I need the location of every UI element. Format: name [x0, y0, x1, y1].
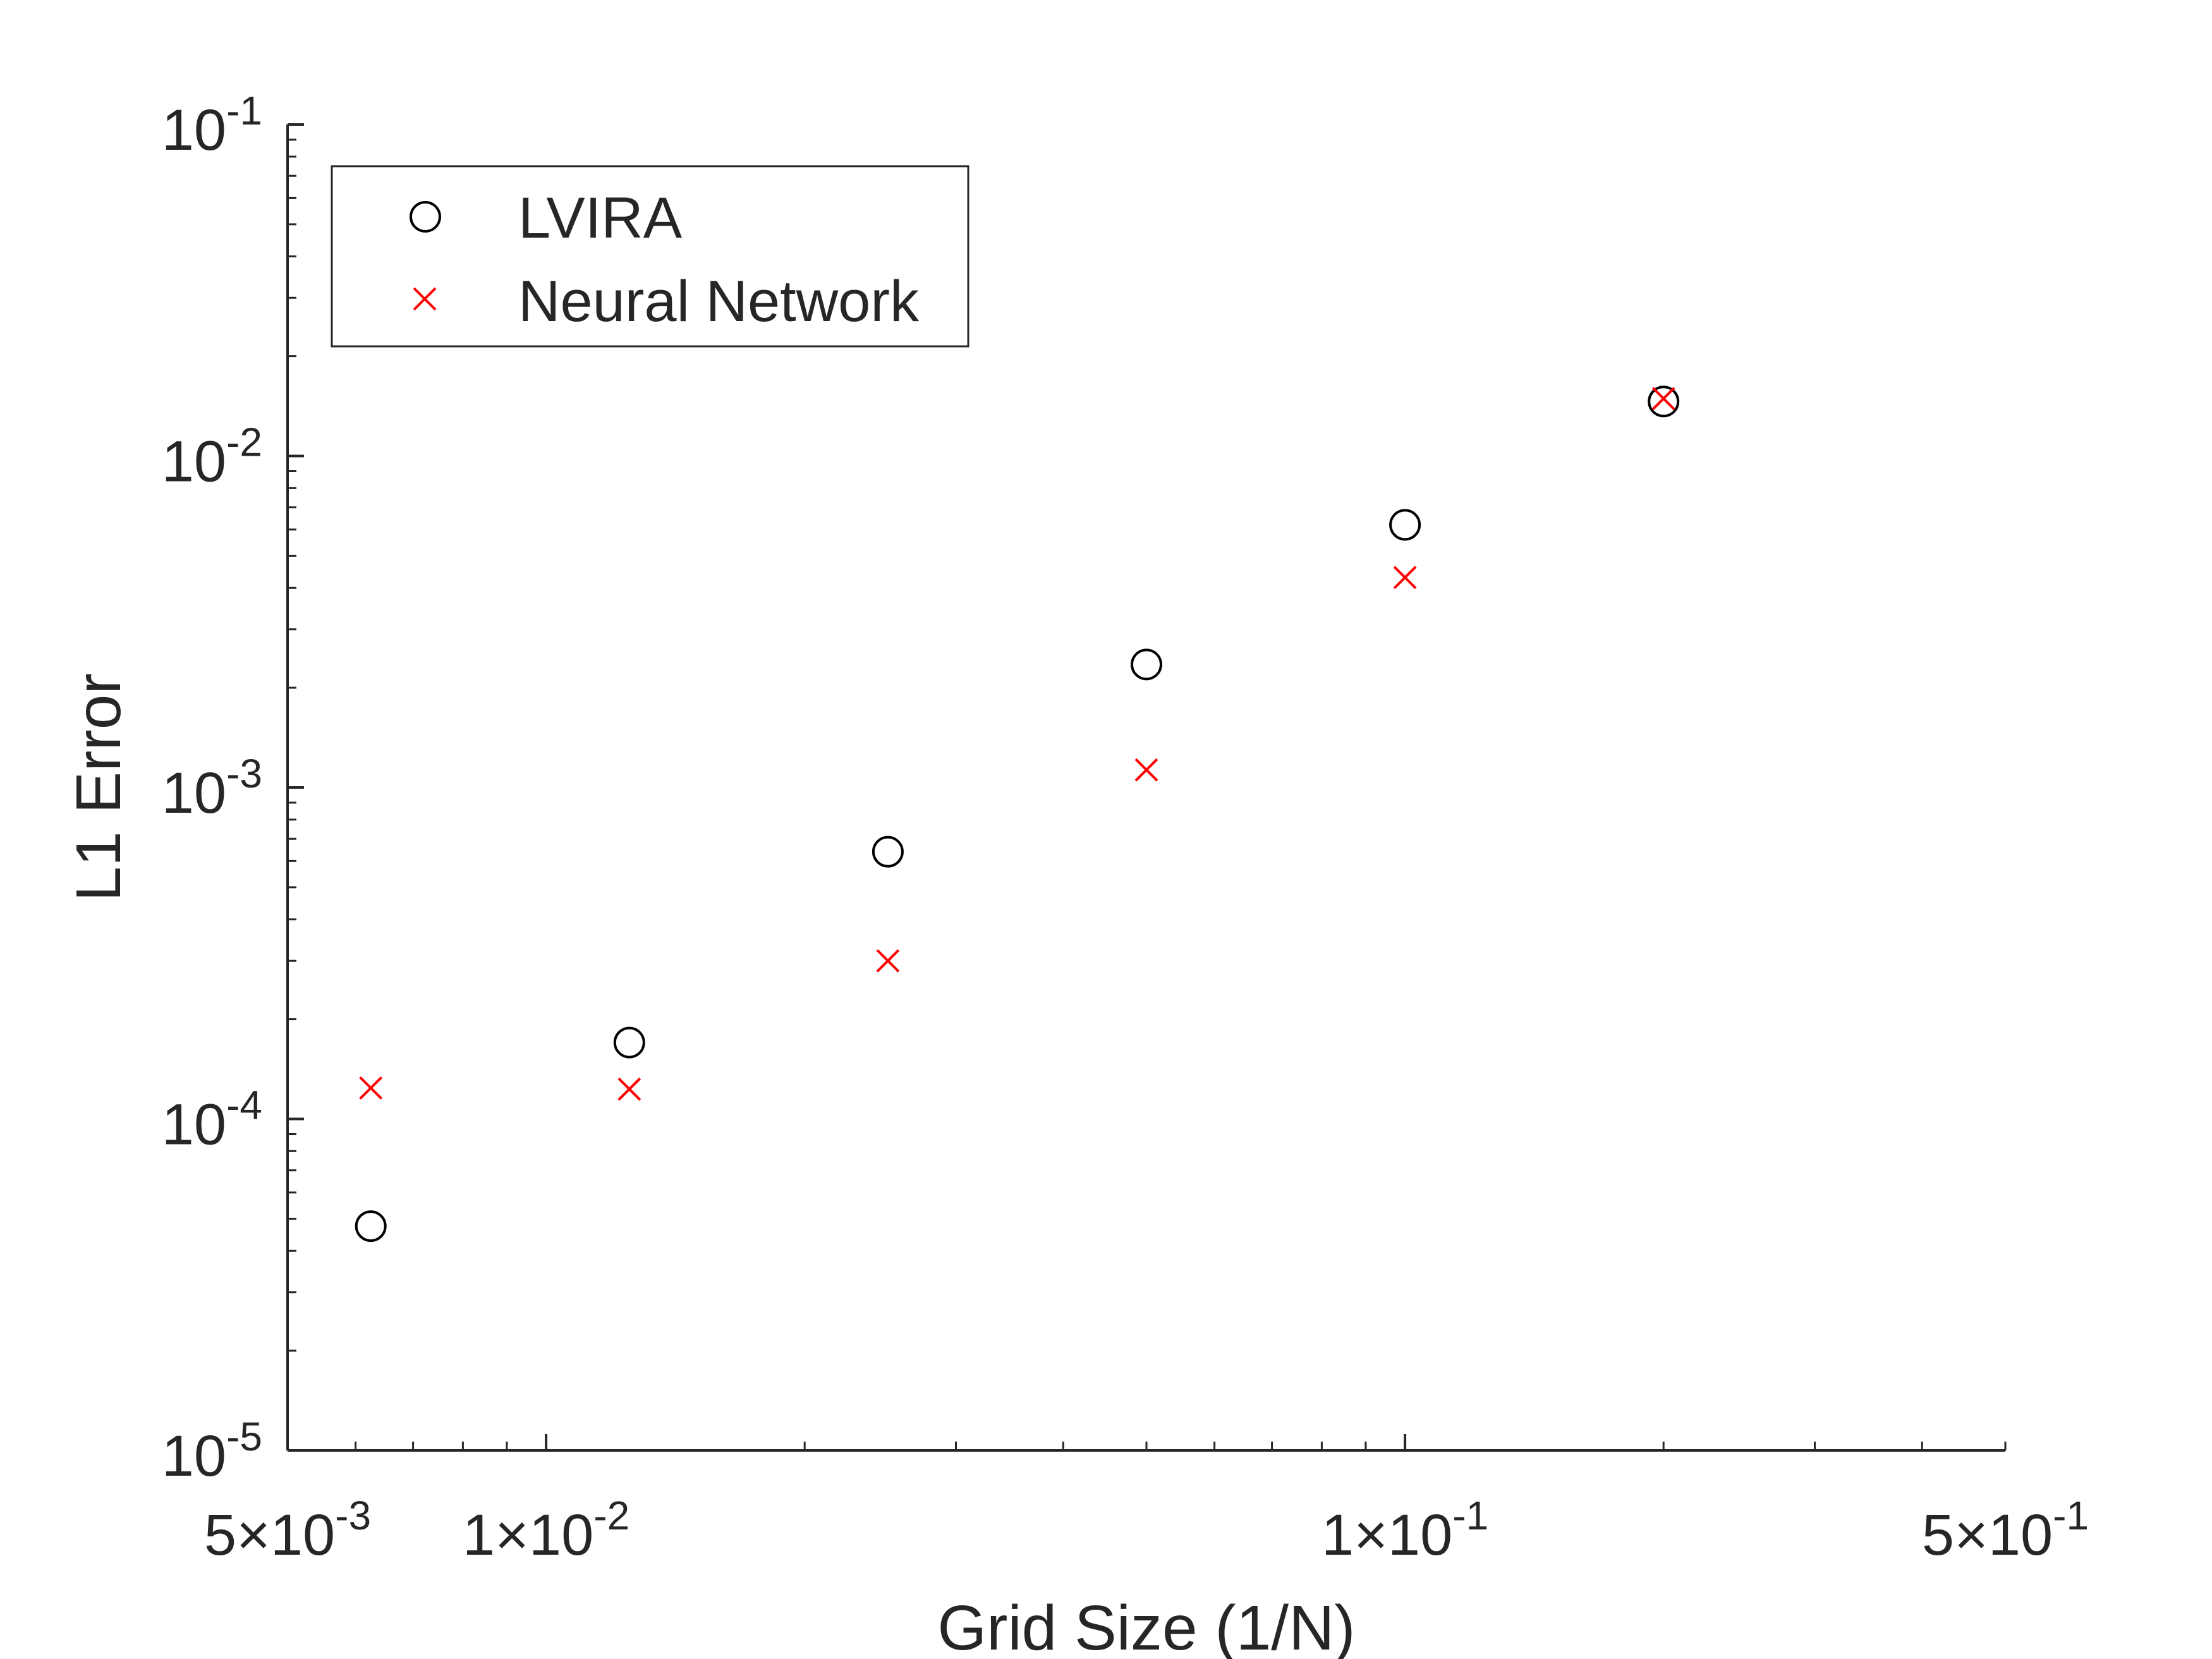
axis-tick-labels: 10-5 10-4 10-3 10-2 10-1 5×10-3 1×10-2 1×10-1 5×… [162, 88, 2089, 1567]
neural-network-point [1393, 566, 1417, 590]
lvira-point [1389, 509, 1421, 541]
lvira-point [613, 1026, 645, 1059]
legend-marker-lvira [410, 201, 441, 233]
axis-ticks [286, 123, 2007, 1452]
y-tick-label: 10-1 [162, 88, 262, 162]
lvira-point [355, 1210, 387, 1243]
neural-network-point [876, 949, 900, 973]
y-axis-title: L1 Error [63, 673, 134, 901]
lvira-point [872, 836, 904, 868]
neural-network-point [359, 1076, 383, 1100]
x-axis-title: Grid Size (1/N) [937, 1593, 1355, 1659]
legend-label-lvira: LVIRA [518, 186, 683, 250]
lvira-point [1131, 648, 1162, 681]
legend-marker-neural-network [413, 287, 437, 311]
x-tick-label: 5×10-1 [1922, 1493, 2089, 1567]
x-tick-label: 1×10-1 [1322, 1493, 1488, 1567]
legend-box [331, 165, 969, 348]
data-marks [355, 386, 1680, 1243]
series-neural-network [359, 387, 1675, 1101]
lvira-point [1648, 386, 1680, 418]
y-tick-label: 10-4 [162, 1083, 262, 1157]
legend-label-neural-network: Neural Network [518, 269, 920, 334]
y-tick-label: 10-5 [162, 1414, 262, 1488]
x-tick-label: 1×10-2 [463, 1493, 629, 1567]
y-tick-label: 10-3 [162, 751, 262, 825]
neural-network-point [1651, 387, 1675, 411]
legend: LVIRA Neural Network [331, 165, 969, 348]
series-lvira [355, 386, 1680, 1243]
neural-network-point [1134, 758, 1158, 782]
y-tick-label: 10-2 [162, 420, 262, 494]
neural-network-point [617, 1077, 641, 1101]
x-tick-label: 5×10-3 [204, 1493, 371, 1567]
